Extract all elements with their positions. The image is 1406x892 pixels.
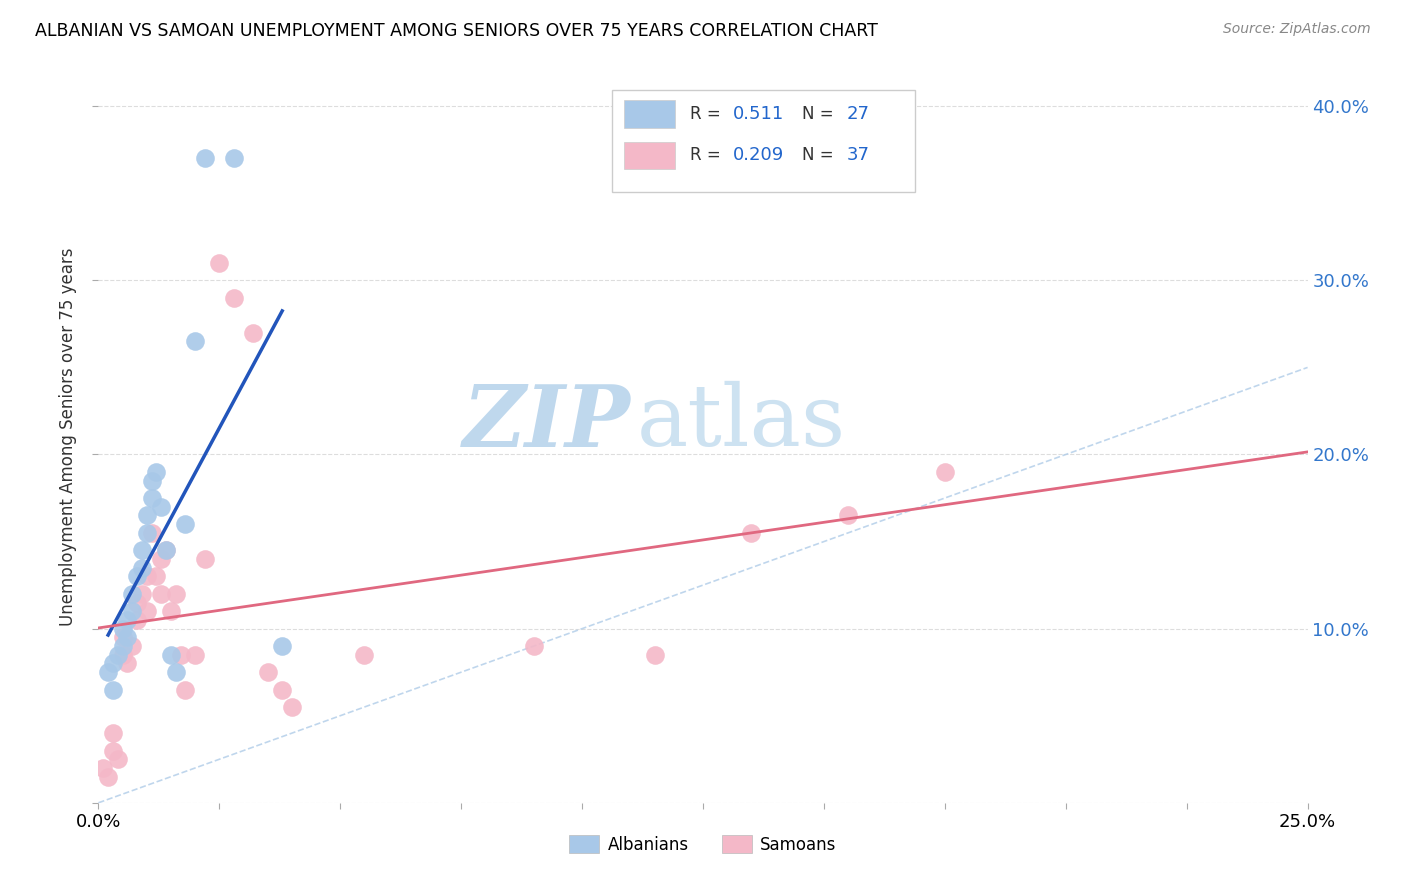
Point [135, 569, 157, 583]
Point [145, 569, 167, 583]
Point [353, 648, 375, 662]
Point [165, 665, 187, 680]
Point [111, 639, 134, 653]
Text: 27: 27 [846, 104, 870, 123]
Point [281, 700, 304, 714]
Point [127, 613, 149, 627]
Point [101, 743, 124, 757]
Point [165, 587, 187, 601]
Point [111, 622, 134, 636]
Point [155, 543, 177, 558]
Point [194, 152, 217, 166]
Point [141, 474, 163, 488]
FancyBboxPatch shape [624, 100, 675, 128]
Point [141, 491, 163, 505]
Text: ALBANIAN VS SAMOAN UNEMPLOYMENT AMONG SENIORS OVER 75 YEARS CORRELATION CHART: ALBANIAN VS SAMOAN UNEMPLOYMENT AMONG SE… [35, 22, 877, 40]
Point [934, 465, 956, 479]
Point [141, 525, 163, 540]
Point [131, 587, 153, 601]
Point [101, 657, 124, 671]
Point [174, 517, 197, 532]
Text: atlas: atlas [637, 381, 845, 464]
Point [135, 508, 157, 523]
Point [97, 770, 120, 784]
Point [117, 613, 139, 627]
Point [111, 631, 134, 645]
Legend: Albanians, Samoans: Albanians, Samoans [562, 829, 844, 860]
Point [160, 648, 183, 662]
Point [117, 631, 139, 645]
Point [160, 604, 183, 618]
Point [117, 657, 139, 671]
Text: 0.511: 0.511 [734, 104, 785, 123]
Point [91, 761, 114, 775]
Point [127, 569, 149, 583]
Point [256, 665, 278, 680]
Point [837, 508, 859, 523]
Point [271, 682, 294, 697]
Point [121, 639, 143, 653]
Point [208, 256, 231, 270]
Point [101, 726, 124, 740]
Text: Source: ZipAtlas.com: Source: ZipAtlas.com [1223, 22, 1371, 37]
Point [97, 665, 120, 680]
Text: N =: N = [803, 104, 839, 123]
Point [150, 587, 173, 601]
Text: R =: R = [690, 146, 725, 164]
Point [121, 587, 143, 601]
Point [169, 648, 191, 662]
Point [101, 682, 124, 697]
Point [135, 525, 157, 540]
Text: 37: 37 [846, 146, 870, 164]
Point [121, 604, 143, 618]
Point [150, 500, 173, 514]
Point [523, 639, 546, 653]
Y-axis label: Unemployment Among Seniors over 75 years: Unemployment Among Seniors over 75 years [59, 248, 77, 626]
Point [131, 560, 153, 574]
Point [150, 552, 173, 566]
Point [184, 334, 207, 349]
Point [107, 752, 129, 766]
Point [135, 604, 157, 618]
Point [222, 152, 245, 166]
FancyBboxPatch shape [624, 142, 675, 169]
Point [740, 525, 762, 540]
Point [271, 639, 294, 653]
Point [107, 648, 129, 662]
Point [194, 552, 217, 566]
Point [242, 326, 264, 340]
Point [131, 543, 153, 558]
Point [222, 291, 245, 305]
Text: ZIP: ZIP [463, 381, 630, 464]
Point [145, 465, 167, 479]
Point [184, 648, 207, 662]
FancyBboxPatch shape [613, 90, 915, 192]
Point [155, 543, 177, 558]
Point [111, 648, 134, 662]
Point [127, 595, 149, 609]
Text: R =: R = [690, 104, 725, 123]
Point [644, 648, 666, 662]
Text: 0.209: 0.209 [734, 146, 785, 164]
Text: N =: N = [803, 146, 839, 164]
Point [174, 682, 197, 697]
